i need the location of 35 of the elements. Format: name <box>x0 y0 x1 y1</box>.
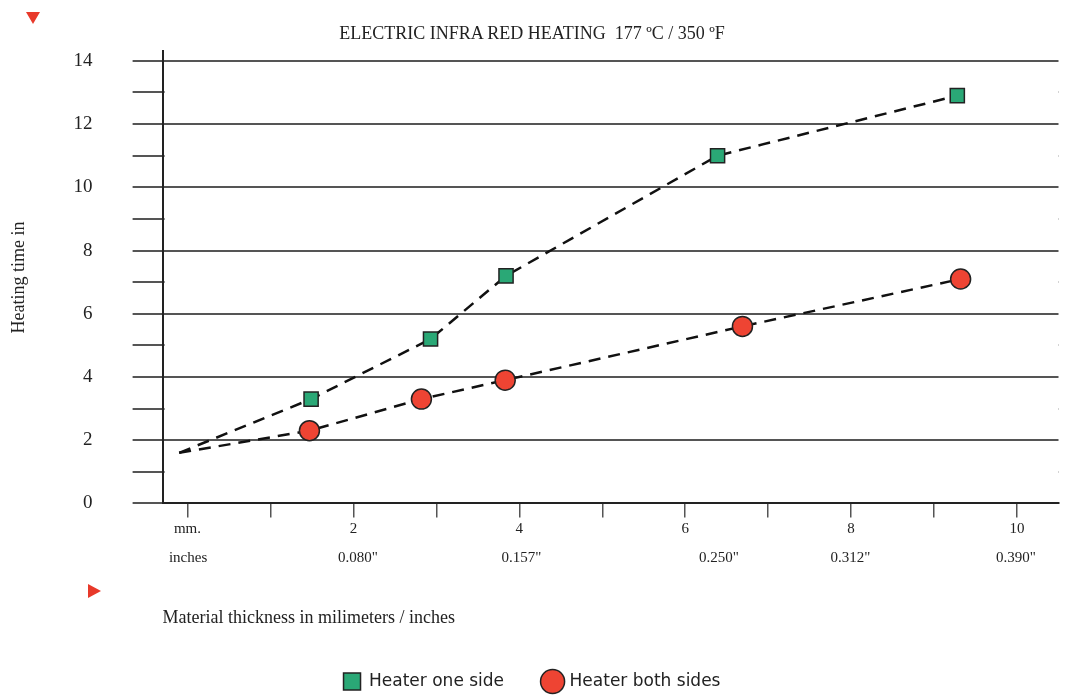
y-tick-label: 6 <box>83 301 93 323</box>
x2-tick-label: 0.157" <box>501 549 542 566</box>
x-tick-label: 2 <box>349 520 358 537</box>
x2-tick-label: 0.250" <box>698 549 739 566</box>
x-tick-label: 4 <box>515 520 524 537</box>
x2-tick-label: inches <box>168 549 208 566</box>
point <box>709 147 726 164</box>
x-tick-label: 10 <box>1009 520 1025 537</box>
point <box>303 391 319 407</box>
y-tick-label: 4 <box>83 364 94 386</box>
point <box>949 87 966 104</box>
point <box>422 331 439 347</box>
y-tick-label: 0 <box>83 491 93 513</box>
y-axis-title: Heating time in <box>7 221 28 334</box>
chart-title: ELECTRIC INFRA RED HEATING 177 ºC / 350 ºF <box>339 23 725 44</box>
x-tick-label: 8 <box>847 520 855 537</box>
x-tick-label: 6 <box>681 520 690 537</box>
point <box>498 268 514 284</box>
point <box>731 315 754 338</box>
y-tick-label: 12 <box>73 112 93 134</box>
y-tick-label: 14 <box>73 48 94 70</box>
point <box>410 388 433 410</box>
x-tick-label: mm. <box>173 520 202 537</box>
point <box>298 419 321 442</box>
y-tick-label: 8 <box>83 238 93 260</box>
legend-label: Heater one side <box>369 669 505 690</box>
legend-label: Heater both sides <box>569 669 721 690</box>
x-axis-title: Material thickness in milimeters / inches <box>162 606 456 627</box>
point <box>949 268 972 290</box>
y-tick-label: 2 <box>83 428 93 450</box>
x2-tick-label: 0.080" <box>337 549 378 566</box>
x2-tick-label: 0.390" <box>996 549 1036 566</box>
y-tick-label: 10 <box>73 175 93 197</box>
point <box>494 369 516 391</box>
x2-tick-label: 0.312" <box>830 549 871 566</box>
